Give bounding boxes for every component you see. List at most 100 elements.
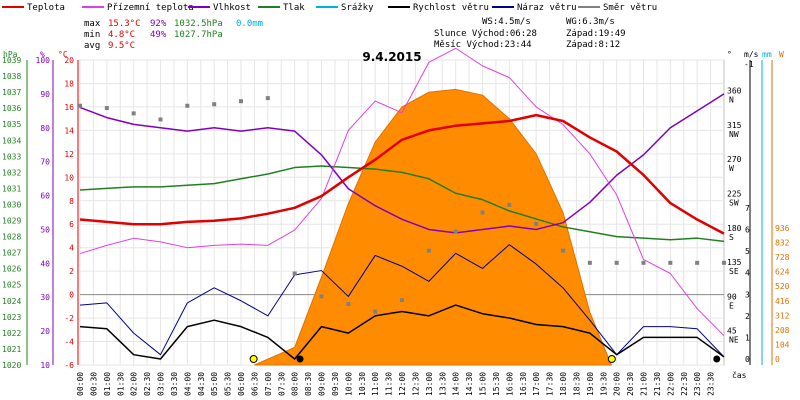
press-tick-label: 1027 bbox=[2, 249, 21, 258]
wind-direction-point bbox=[426, 248, 431, 253]
solar-tick-label: 416 bbox=[775, 297, 790, 306]
wind-direction-point bbox=[507, 202, 512, 207]
dir-tick-label: NE bbox=[729, 336, 739, 345]
press-tick-label: 1030 bbox=[2, 200, 21, 209]
dir-tick-label: 360 bbox=[727, 87, 742, 96]
x-tick-label: 01:30 bbox=[116, 372, 125, 396]
press-tick-label: 1033 bbox=[2, 152, 21, 161]
wind-direction-point bbox=[400, 298, 404, 303]
x-tick-label: 15:30 bbox=[492, 372, 501, 396]
temp-tick-label: -4 bbox=[64, 338, 74, 347]
hum-tick-label: 80 bbox=[40, 124, 50, 133]
wind-direction-point bbox=[534, 221, 539, 226]
x-tick-label: 09:00 bbox=[318, 372, 327, 396]
wind-tick-label: 7 bbox=[745, 204, 750, 213]
info-ws: WS:4.5m/s bbox=[482, 17, 531, 27]
x-tick-label: 20:00 bbox=[613, 372, 622, 396]
wind-direction-point bbox=[453, 229, 458, 234]
unit-hum: % bbox=[40, 50, 45, 59]
x-tick-label: 23:00 bbox=[693, 372, 702, 396]
hum-tick-label: 10 bbox=[40, 361, 50, 370]
wind-direction-point bbox=[265, 96, 270, 101]
stats-min-temp: 4.8°C bbox=[108, 30, 135, 40]
wind-direction-point bbox=[212, 102, 217, 107]
solar-tick-label: 624 bbox=[775, 268, 790, 277]
temp-tick-label: 0 bbox=[69, 291, 74, 300]
x-tick-label: 03:00 bbox=[157, 372, 166, 396]
press-tick-label: 1029 bbox=[2, 217, 21, 226]
info-moon-rise: Měsíc Východ:23:44 bbox=[434, 40, 532, 50]
temp-tick-label: -6 bbox=[64, 361, 74, 370]
dir-tick-label: 45 bbox=[727, 327, 737, 336]
press-tick-label: 1021 bbox=[2, 345, 21, 354]
x-tick-label: 02:00 bbox=[130, 372, 139, 396]
x-tick-label: 12:30 bbox=[411, 372, 420, 396]
solar-tick-label: 208 bbox=[775, 326, 790, 335]
unit-wind: m/s bbox=[744, 50, 759, 59]
x-tick-label: 16:00 bbox=[505, 372, 514, 396]
wind-tick-label: 0 bbox=[745, 355, 750, 364]
x-tick-label: 18:00 bbox=[559, 372, 568, 396]
x-tick-label: 11:30 bbox=[385, 372, 394, 396]
sun-moon-markers bbox=[249, 355, 721, 363]
x-tick-label: 19:00 bbox=[586, 372, 595, 396]
x-tick-label: 20:30 bbox=[626, 372, 635, 396]
press-tick-label: 1023 bbox=[2, 313, 21, 322]
wind-tick-label: 3 bbox=[745, 290, 750, 299]
temp-tick-label: 4 bbox=[69, 244, 74, 253]
stats-max-press: 1032.5hPa bbox=[174, 19, 223, 29]
hum-tick-label: 30 bbox=[40, 293, 50, 302]
pressure-line bbox=[79, 165, 725, 243]
moonset-marker bbox=[296, 355, 304, 363]
x-tick-label: 13:00 bbox=[425, 372, 434, 396]
x-tick-label: 17:00 bbox=[532, 372, 541, 396]
x-tick-label: 18:30 bbox=[572, 372, 581, 396]
info-wg: WG:6.3m/s bbox=[566, 17, 615, 27]
wind-tick-label: 5 bbox=[745, 247, 750, 256]
wind-direction-point bbox=[614, 260, 619, 265]
legend-naraz-vetru: Náraz větru bbox=[517, 3, 577, 13]
x-tick-label: 09:30 bbox=[331, 372, 340, 396]
hum-tick-label: 90 bbox=[40, 90, 50, 99]
wind-direction-point bbox=[641, 260, 646, 265]
x-tick-label: 17:30 bbox=[546, 372, 555, 396]
hum-tick-label: 50 bbox=[40, 225, 50, 234]
stats-min-press: 1027.7hPa bbox=[174, 30, 223, 40]
wind-direction-point bbox=[722, 260, 726, 265]
wind-direction-point bbox=[319, 294, 324, 299]
press-tick-label: 1034 bbox=[2, 136, 21, 145]
humidity-line bbox=[79, 93, 725, 234]
wind-direction-point bbox=[239, 99, 243, 104]
info-sun-set: Západ:19:49 bbox=[566, 29, 626, 39]
stats-avg-label: avg bbox=[84, 41, 100, 51]
x-tick-label: 23:30 bbox=[707, 372, 716, 396]
temp-tick-label: 2 bbox=[69, 267, 74, 276]
x-axis-label: čas bbox=[732, 370, 747, 380]
x-tick-label: 03:30 bbox=[170, 372, 179, 396]
x-tick-label: 19:30 bbox=[599, 372, 608, 396]
stats-avg-temp: 9.5°C bbox=[108, 41, 135, 51]
data-series bbox=[78, 47, 726, 360]
stats-max-temp: 15.3°C bbox=[108, 19, 141, 29]
solar-tick-label: 520 bbox=[775, 282, 790, 291]
unit-dir: ° bbox=[727, 50, 732, 59]
dir-tick-label: NW bbox=[729, 130, 739, 139]
solar-tick-label: 936 bbox=[775, 224, 790, 233]
wind-direction-point bbox=[561, 248, 565, 253]
x-tick-label: 07:30 bbox=[277, 372, 286, 396]
moonrise-marker bbox=[713, 355, 721, 363]
sun-moon-block: WS:4.5m/s WG:6.3m/s Slunce Východ:06:28 … bbox=[434, 17, 626, 50]
solar-tick-label: 104 bbox=[775, 340, 790, 349]
press-tick-label: 1035 bbox=[2, 120, 21, 129]
dir-tick-label: N bbox=[729, 96, 734, 105]
temperature-line bbox=[79, 113, 725, 235]
x-tick-label: 00:30 bbox=[89, 372, 98, 396]
press-tick-label: 1020 bbox=[2, 361, 21, 370]
solar-series bbox=[254, 88, 613, 366]
legend-vlhkost: Vlhkost bbox=[213, 3, 251, 13]
press-tick-label: 1022 bbox=[2, 329, 21, 338]
x-tick-label: 15:00 bbox=[479, 372, 488, 396]
wind-direction-point bbox=[346, 302, 351, 306]
unit-temp: °C bbox=[58, 50, 68, 59]
